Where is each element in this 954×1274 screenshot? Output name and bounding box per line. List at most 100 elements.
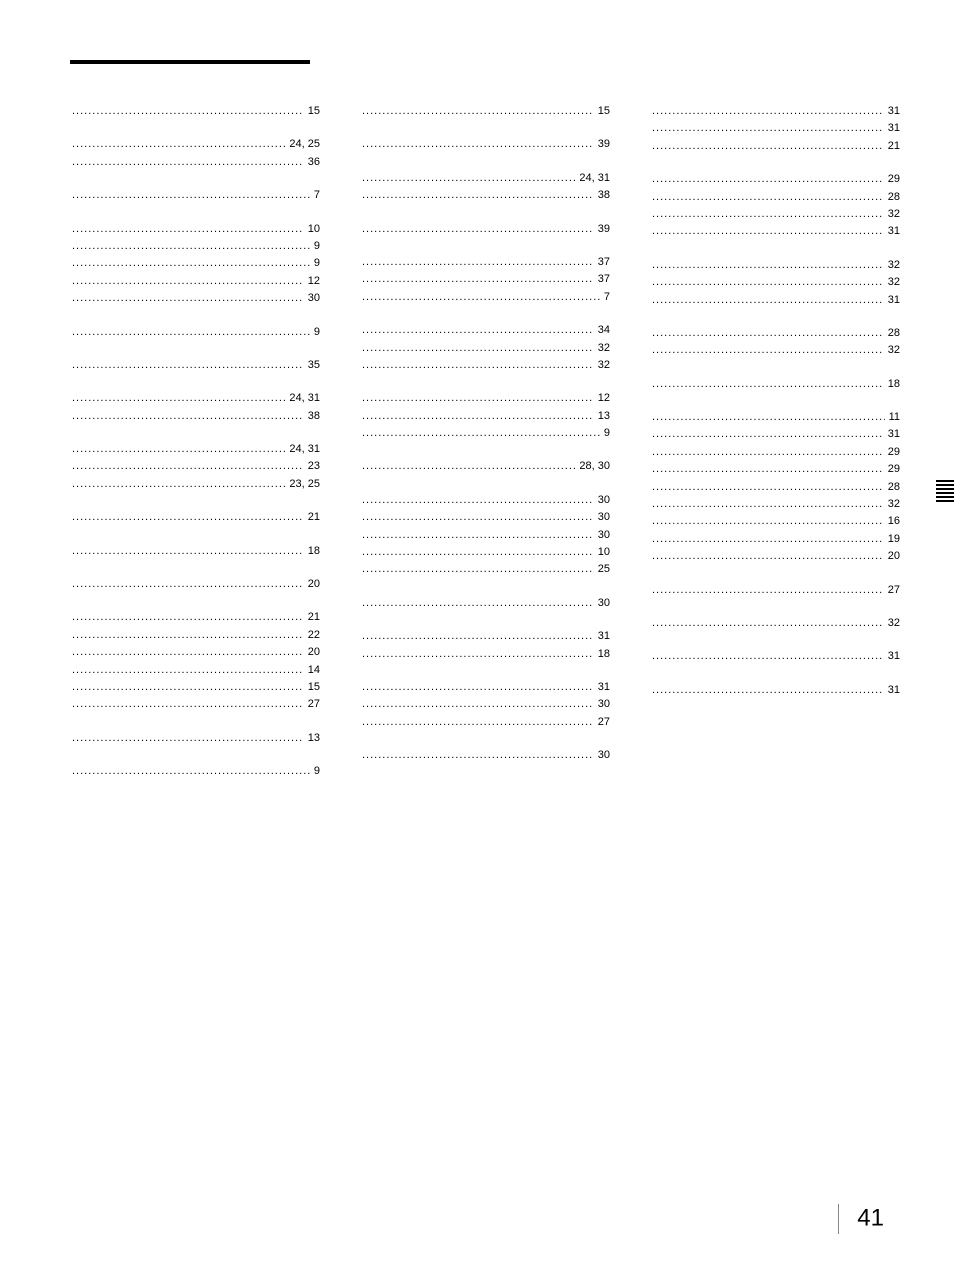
index-entry: 32 [360, 341, 610, 356]
leader-dots [652, 616, 884, 631]
index-entry: 15 [360, 104, 610, 119]
entry-page: 13 [596, 409, 610, 424]
entry-page: 31 [886, 683, 900, 698]
leader-dots [72, 358, 304, 373]
index-entry: 20 [650, 549, 900, 564]
entry-page: 37 [596, 272, 610, 287]
leader-dots [652, 410, 885, 425]
index-group: 15 [70, 104, 320, 119]
entry-page: 30 [596, 697, 610, 712]
index-entry: 9 [70, 325, 320, 340]
leader-dots [362, 510, 594, 525]
leader-dots [362, 290, 600, 305]
entry-page: 15 [306, 680, 320, 695]
index-entry: 31 [650, 649, 900, 664]
index-entry: 18 [650, 377, 900, 392]
leader-dots [652, 583, 884, 598]
index-entry: 39 [360, 222, 610, 237]
index-group: 9 [70, 764, 320, 779]
entry-page: 32 [886, 616, 900, 631]
leader-dots [652, 190, 884, 205]
index-entry: 22 [70, 628, 320, 643]
index-group: 28, 30 [360, 459, 610, 474]
index-entry: 21 [70, 510, 320, 525]
leader-dots [72, 459, 304, 474]
leader-dots [652, 172, 884, 187]
entry-page: 18 [596, 647, 610, 662]
index-entry: 31 [650, 224, 900, 239]
leader-dots [72, 239, 310, 254]
index-group: 113129292832161920 [650, 410, 900, 565]
page-number: 41 [838, 1204, 884, 1234]
index-group: 12139 [360, 391, 610, 441]
index-columns: 1524, 253671099123093524, 313824, 312323… [70, 104, 884, 798]
leader-dots [652, 649, 884, 664]
entry-page: 30 [596, 493, 610, 508]
index-group: 18 [70, 544, 320, 559]
index-entry: 24, 25 [70, 137, 320, 152]
index-group: 313027 [360, 680, 610, 730]
index-entry: 30 [360, 510, 610, 525]
leader-dots [652, 532, 884, 547]
index-entry: 30 [360, 596, 610, 611]
leader-dots [362, 697, 594, 712]
index-entry: 13 [360, 409, 610, 424]
index-entry: 31 [360, 629, 610, 644]
column-2: 153924, 313839373773432321213928, 303030… [360, 104, 610, 798]
leader-dots [362, 748, 594, 763]
index-group: 313121 [650, 104, 900, 154]
entry-page: 28 [886, 326, 900, 341]
leader-dots [362, 459, 575, 474]
index-entry: 32 [650, 275, 900, 290]
entry-page: 30 [596, 510, 610, 525]
entry-page: 31 [596, 680, 610, 695]
leader-dots [652, 275, 884, 290]
leader-dots [362, 493, 594, 508]
entry-page: 24, 25 [287, 137, 320, 152]
entry-page: 32 [886, 275, 900, 290]
index-entry: 13 [70, 731, 320, 746]
index-entry: 11 [650, 410, 900, 425]
entry-page: 9 [312, 325, 320, 340]
leader-dots [652, 104, 884, 119]
index-entry: 21 [650, 139, 900, 154]
entry-page: 37 [596, 255, 610, 270]
leader-dots [362, 137, 594, 152]
index-entry: 34 [360, 323, 610, 338]
entry-page: 24, 31 [577, 171, 610, 186]
index-entry: 9 [70, 764, 320, 779]
index-entry: 35 [70, 358, 320, 373]
index-group: 323231 [650, 258, 900, 308]
leader-dots [362, 222, 594, 237]
leader-dots [652, 343, 884, 358]
leader-dots [72, 663, 304, 678]
leader-dots [362, 409, 594, 424]
leader-dots [362, 171, 575, 186]
index-entry: 31 [650, 104, 900, 119]
index-group: 32 [650, 616, 900, 631]
leader-dots [72, 731, 304, 746]
index-entry: 24, 31 [70, 442, 320, 457]
index-group: 15 [360, 104, 610, 119]
leader-dots [652, 293, 884, 308]
leader-dots [652, 480, 884, 495]
entry-page: 22 [306, 628, 320, 643]
leader-dots [362, 545, 594, 560]
leader-dots [72, 391, 285, 406]
leader-dots [652, 427, 884, 442]
leader-dots [72, 442, 285, 457]
leader-dots [72, 137, 285, 152]
top-rule [70, 60, 310, 64]
leader-dots [72, 274, 304, 289]
index-entry: 19 [650, 532, 900, 547]
index-entry: 7 [70, 188, 320, 203]
index-entry: 14 [70, 663, 320, 678]
entry-page: 29 [886, 462, 900, 477]
index-entry: 38 [70, 409, 320, 424]
entry-page: 31 [886, 293, 900, 308]
leader-dots [72, 645, 304, 660]
entry-page: 32 [596, 341, 610, 356]
index-entry: 10 [360, 545, 610, 560]
entry-page: 38 [596, 188, 610, 203]
entry-page: 27 [306, 697, 320, 712]
